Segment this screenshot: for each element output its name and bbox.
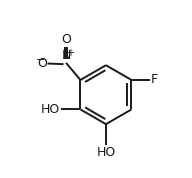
- Text: HO: HO: [96, 146, 116, 159]
- Text: F: F: [151, 74, 158, 87]
- Text: O: O: [37, 57, 47, 70]
- Text: HO: HO: [41, 103, 60, 116]
- Text: +: +: [66, 48, 74, 58]
- Text: O: O: [61, 33, 71, 46]
- Text: −: −: [36, 55, 45, 65]
- Text: N: N: [62, 49, 71, 62]
